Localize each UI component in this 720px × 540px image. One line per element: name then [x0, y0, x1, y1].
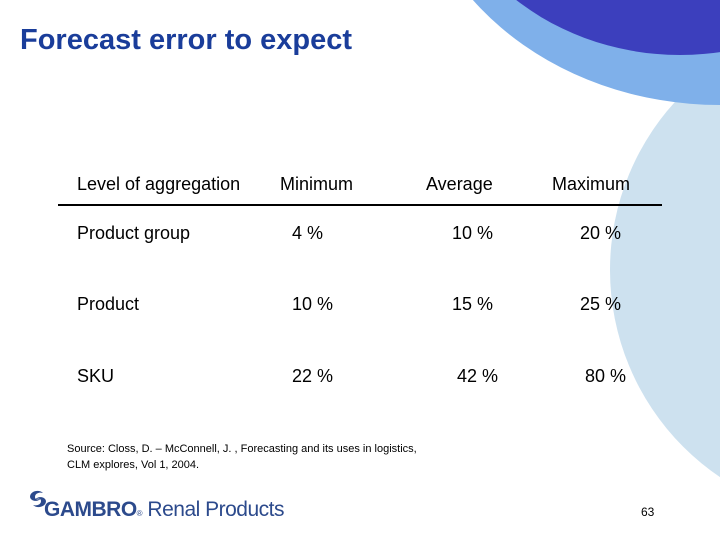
page-number: 63 [641, 505, 655, 519]
row-product-maximum: 25 % [580, 294, 622, 314]
row-sku-minimum: 22 % [292, 366, 334, 386]
dark-blue-arc [516, 0, 720, 55]
source-line-1: Source: Closs, D. – McConnell, J. , Fore… [67, 443, 417, 455]
row-product-group-average: 10 % [452, 223, 494, 243]
slide-title: Forecast error to expect [20, 24, 353, 56]
row-product-level: Product [77, 294, 140, 314]
header-maximum: Maximum [552, 174, 631, 194]
row-product-group-minimum: 4 % [292, 223, 324, 243]
logo-brand: GAMBRO [44, 498, 137, 521]
light-blue-arc [610, 62, 720, 478]
logo-registered-mark: ® [136, 509, 143, 518]
header-divider [58, 204, 662, 206]
source-citation: Source: Closs, D. – McConnell, J. , Fore… [67, 441, 417, 473]
row-sku-maximum: 80 % [585, 366, 627, 386]
logo-wordmark: GAMBRO® Renal Products [44, 498, 284, 522]
header-minimum: Minimum [280, 174, 354, 194]
header-level-of-aggregation: Level of aggregation [77, 174, 241, 194]
header-average: Average [426, 174, 493, 194]
row-product-group-maximum: 20 % [580, 223, 622, 243]
row-sku-level: SKU [77, 366, 115, 386]
logo-division: Renal Products [147, 498, 284, 521]
row-product-average: 15 % [452, 294, 494, 314]
gambro-logo: GAMBRO® Renal Products [27, 488, 287, 524]
forecast-error-table: Level of aggregation Minimum Average Max… [58, 174, 662, 386]
row-product-group-level: Product group [77, 223, 191, 243]
gambro-swirl-icon [30, 490, 46, 508]
row-product-minimum: 10 % [292, 294, 334, 314]
source-line-2: CLM explores, Vol 1, 2004. [67, 459, 200, 471]
row-sku-average: 42 % [457, 366, 499, 386]
